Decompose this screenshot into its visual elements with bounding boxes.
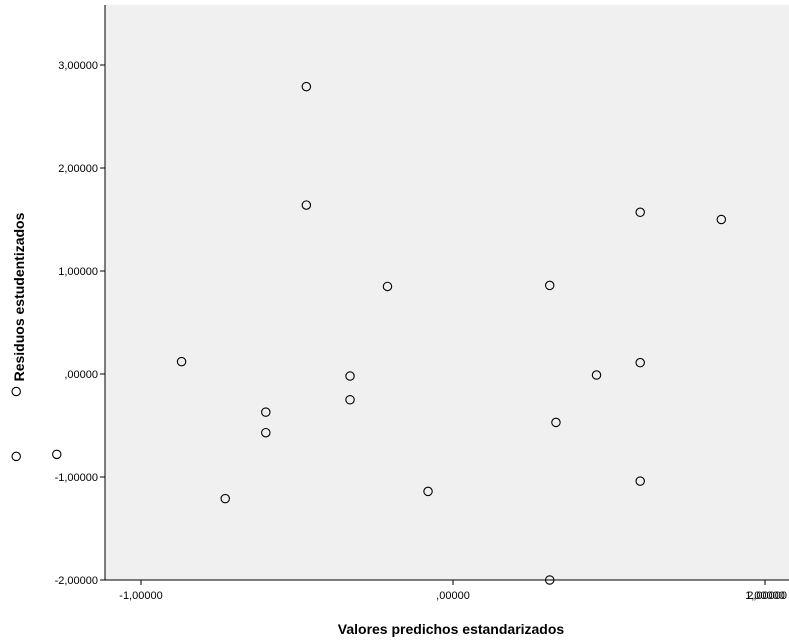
data-point [261, 427, 271, 438]
data-point [345, 371, 355, 381]
data-point [301, 81, 312, 92]
data-point [544, 575, 555, 585]
y-tick-label: ,00000 [64, 369, 98, 381]
data-point [635, 357, 645, 368]
data-point [635, 476, 645, 486]
data-point [345, 394, 355, 405]
x-tick-label: 1,00000 [745, 590, 785, 602]
y-tick-label: 2,00000 [58, 163, 98, 175]
data-point [11, 451, 21, 462]
data-point [176, 356, 187, 367]
data-point [220, 493, 230, 504]
x-axis-title: Valores predichos estandarizados [338, 621, 565, 637]
data-point [716, 214, 727, 225]
data-point [301, 200, 312, 210]
data-point [52, 449, 62, 460]
y-axis-title: Residuos estudentizados [11, 212, 27, 381]
data-point [261, 407, 271, 417]
data-point [551, 417, 561, 428]
data-point [11, 386, 21, 397]
data-point [591, 370, 602, 380]
y-tick-label: -2,00000 [55, 575, 98, 587]
data-point [382, 281, 393, 292]
data-points [11, 81, 727, 585]
data-point [544, 280, 555, 291]
y-axis-ticks: -2,00000 -1,00000 ,00000 1,00000 2,00000 3,00… [55, 60, 105, 587]
y-tick-label: -1,00000 [55, 472, 98, 484]
y-tick-label: 1,00000 [58, 266, 98, 278]
x-tick-label: -1,00000 [119, 590, 162, 602]
plot-area [105, 5, 789, 580]
y-tick-label: 3,00000 [58, 60, 98, 72]
data-point [423, 486, 433, 497]
data-point [635, 207, 645, 218]
x-tick-label: ,00000 [436, 590, 470, 602]
x-tick-label: 2,00000 [747, 590, 787, 602]
